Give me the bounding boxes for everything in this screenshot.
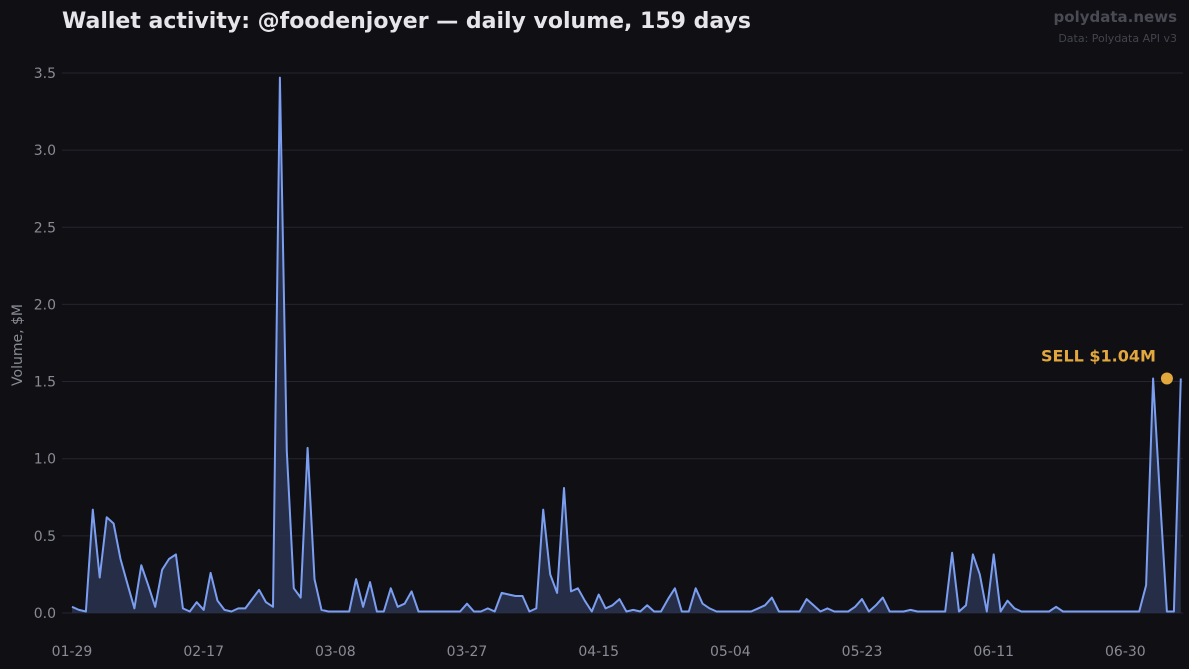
x-tick-label: 05-23: [842, 644, 883, 660]
data-source-note: Data: Polydata API v3: [1058, 32, 1177, 45]
x-tick-label: 01-29: [52, 644, 93, 660]
y-tick-label: 0.0: [34, 606, 56, 622]
sell-annotation-label: SELL $1.04M: [1041, 346, 1156, 365]
volume-series-line: [71, 76, 1182, 613]
x-tick-label: 05-04: [710, 644, 751, 660]
x-tick-label: 03-27: [447, 644, 488, 660]
y-axis-label: Volume, $M: [10, 304, 26, 386]
y-tick-label: 2.5: [34, 220, 56, 236]
grid-lines: [62, 72, 1183, 614]
x-tick-label: 06-30: [1105, 644, 1146, 660]
chart-title: Wallet activity: @foodenjoyer — daily vo…: [62, 9, 751, 34]
x-axis-ticks: 01-29 02-17 03-08 03-27 04-15 05-04 05-23 06-11…: [52, 644, 1146, 660]
y-tick-label: 3.5: [34, 66, 56, 82]
annotation-layer: SELL $1.04M: [1041, 346, 1173, 385]
x-tick-label: 03-08: [315, 644, 356, 660]
volume-area-fill: [72, 77, 1181, 614]
y-tick-label: 3.0: [34, 143, 56, 159]
sell-marker-dot: [1160, 372, 1173, 385]
y-tick-label: 2.0: [34, 297, 56, 313]
brand-watermark: polydata.news: [1053, 8, 1177, 26]
x-tick-label: 06-11: [973, 644, 1014, 660]
y-tick-label: 0.5: [34, 529, 56, 545]
x-tick-label: 04-15: [578, 644, 619, 660]
y-tick-label: 1.0: [34, 452, 56, 468]
y-tick-label: 1.5: [34, 375, 56, 391]
x-tick-label: 02-17: [183, 644, 224, 660]
y-axis-ticks: 0.0 0.5 1.0 1.5 2.0 2.5 3.0 3.5: [34, 66, 56, 622]
